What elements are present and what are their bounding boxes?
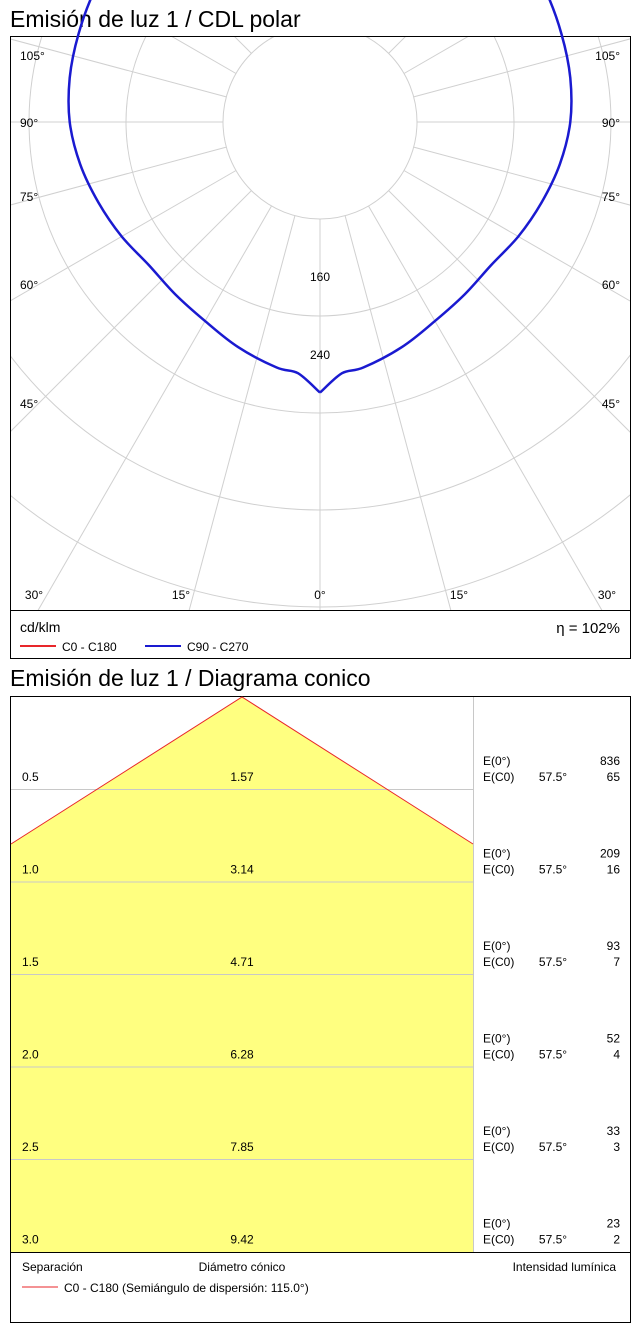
cone-distance: 2.5 xyxy=(22,1140,39,1154)
cone-angle: 57.5° xyxy=(539,1048,567,1062)
polar-grid-spoke xyxy=(188,215,296,610)
polar-angle-label: 30° xyxy=(25,588,43,602)
polar-angle-label: 75° xyxy=(602,190,620,204)
polar-efficiency: η = 102% xyxy=(556,620,620,637)
cone-ec0-value: 7 xyxy=(613,955,620,969)
cone-distance: 1.5 xyxy=(22,955,39,969)
cone-diameter: 3.14 xyxy=(230,863,254,877)
cone-ec0-value: 65 xyxy=(607,770,621,784)
polar-angle-label: 105° xyxy=(20,49,45,63)
polar-grid-spoke xyxy=(388,190,630,433)
polar-angle-label: 90° xyxy=(20,116,38,130)
cone-diameter: 9.42 xyxy=(230,1233,254,1247)
polar-angle-label: 45° xyxy=(602,397,620,411)
cone-ec0-value: 4 xyxy=(613,1048,620,1062)
cone-ec0-label: E(C0) xyxy=(483,955,514,969)
cone-diameter: 1.57 xyxy=(230,770,254,784)
cone-e0-value: 836 xyxy=(600,754,620,768)
cone-ec0-label: E(C0) xyxy=(483,1233,514,1247)
intensity-header: Intensidad lumínica xyxy=(513,1260,617,1274)
cone-e0-label: E(0°) xyxy=(483,1124,510,1138)
cone-ec0-value: 2 xyxy=(613,1233,620,1247)
polar-grid-spoke xyxy=(403,170,630,302)
cone-title: Emisión de luz 1 / Diagrama conico xyxy=(10,665,371,691)
polar-curves xyxy=(67,0,573,394)
cone-diameter: 6.28 xyxy=(230,1048,254,1062)
cone-e0-value: 33 xyxy=(607,1124,621,1138)
cone-e0-label: E(0°) xyxy=(483,939,510,953)
cone-distance: 0.5 xyxy=(22,770,39,784)
diameter-header: Diámetro cónico xyxy=(199,1260,286,1274)
cone-angle: 57.5° xyxy=(539,1233,567,1247)
polar-unit-label: cd/klm xyxy=(20,619,60,635)
cone-ec0-label: E(C0) xyxy=(483,1048,514,1062)
polar-title: Emisión de luz 1 / CDL polar xyxy=(10,6,301,32)
polar-angle-label: 0° xyxy=(314,588,326,602)
cone-e0-value: 52 xyxy=(607,1032,621,1046)
polar-angle-label: 60° xyxy=(602,278,620,292)
cone-diameter: 4.71 xyxy=(230,955,254,969)
cone-ec0-value: 16 xyxy=(607,863,621,877)
cone-e0-label: E(0°) xyxy=(483,754,510,768)
legend-label-c90-c270: C90 - C270 xyxy=(187,640,249,654)
cone-ec0-label: E(C0) xyxy=(483,863,514,877)
cone-distance: 3.0 xyxy=(22,1233,39,1247)
polar-angle-label: 15° xyxy=(172,588,190,602)
separation-header: Separación xyxy=(22,1260,83,1274)
polar-angle-label: 90° xyxy=(602,116,620,130)
polar-grid-spoke xyxy=(413,38,630,98)
polar-angle-label: 15° xyxy=(450,588,468,602)
polar-angle-label: 105° xyxy=(595,49,620,63)
polar-angle-label: 60° xyxy=(20,278,38,292)
cone-e0-value: 93 xyxy=(607,939,621,953)
polar-angle-label: 45° xyxy=(20,397,38,411)
polar-grid-spoke xyxy=(413,146,630,206)
cone-outline xyxy=(10,696,474,845)
cone-grid xyxy=(11,697,474,1252)
cone-e0-value: 23 xyxy=(607,1217,621,1231)
polar-grid-spoke xyxy=(11,146,227,206)
cone-e0-value: 209 xyxy=(600,847,620,861)
cone-e0-label: E(0°) xyxy=(483,847,510,861)
cone-distance: 1.0 xyxy=(22,863,39,877)
polar-radial-label: 160 xyxy=(310,270,330,284)
cone-angle: 57.5° xyxy=(539,1140,567,1154)
polar-angle-label: 75° xyxy=(20,190,38,204)
legend-label-c0-c180: C0 - C180 xyxy=(62,640,117,654)
polar-grid-spoke xyxy=(344,215,452,610)
cone-angle: 57.5° xyxy=(539,955,567,969)
cone-legend-label: C0 - C180 (Semiángulo de dispersión: 115… xyxy=(64,1281,309,1295)
polar-labels: 160 240 0° 15° 15° 30° 30° 45° 45° 60° 60° 75° 75° 90… xyxy=(20,49,620,602)
polar-chart: 160 240 0° 15° 15° 30° 30° 45° 45° 60° 60° 75° 75° 90… xyxy=(10,0,631,659)
polar-grid-spoke xyxy=(11,190,252,432)
cone-ec0-value: 3 xyxy=(613,1140,620,1154)
polar-grid-spoke xyxy=(11,38,227,98)
polar-grid-spoke xyxy=(11,170,237,301)
cone-ec0-label: E(C0) xyxy=(483,1140,514,1154)
cone-e0-label: E(0°) xyxy=(483,1217,510,1231)
polar-angle-label: 30° xyxy=(598,588,616,602)
cone-angle: 57.5° xyxy=(539,770,567,784)
polar-radial-label: 240 xyxy=(310,348,330,362)
polar-series-1 xyxy=(67,0,573,394)
cone-angle: 57.5° xyxy=(539,863,567,877)
cone-diameter: 7.85 xyxy=(230,1140,254,1154)
cone-e0-label: E(0°) xyxy=(483,1032,510,1046)
cone-ec0-label: E(C0) xyxy=(483,770,514,784)
cone-distance: 2.0 xyxy=(22,1048,39,1062)
